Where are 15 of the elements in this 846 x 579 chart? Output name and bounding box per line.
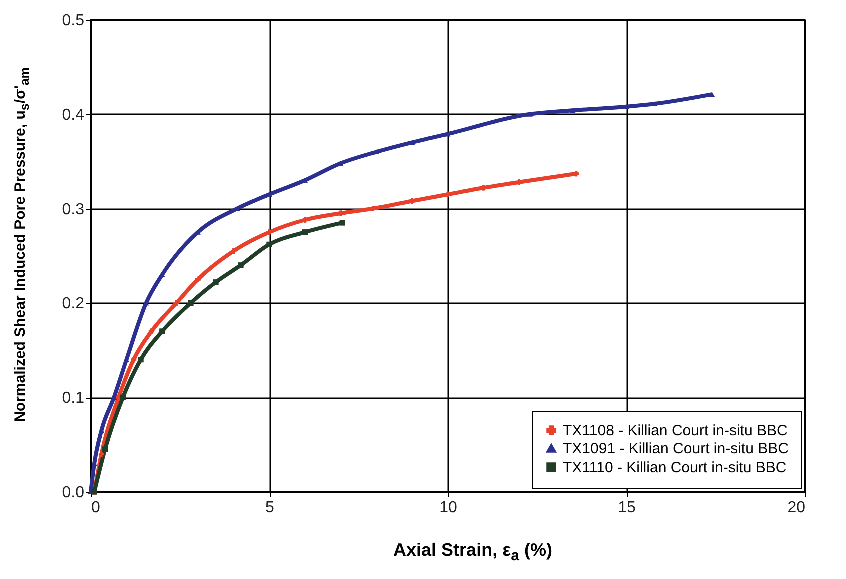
x-tick-label: 15 — [618, 500, 636, 516]
legend-label: TX1108 - Killian Court in-situ BBC — [563, 422, 788, 440]
y-tick-label: 0.2 — [62, 296, 85, 313]
x-axis-title: Axial Strain, ε$_{a}$ (%) — [392, 540, 554, 565]
x-tick-label: 10 — [440, 500, 458, 516]
x-tick-label: 5 — [266, 500, 275, 516]
y-tick-label: 0.1 — [62, 390, 85, 408]
y-tick-label: 0.4 — [62, 106, 85, 124]
legend-label: TX1110 - Killian Court in-situ BBC — [563, 460, 787, 476]
legend-label: TX1091 - Killian Court in-situ BBC — [563, 440, 790, 458]
x-tick-label: 0 — [92, 500, 100, 516]
x-tick-label: 20 — [788, 500, 806, 516]
y-tick-label: 0.0 — [62, 484, 85, 502]
y-tick-label: 0.5 — [62, 12, 85, 30]
y-tick-label: 0.3 — [62, 201, 85, 218]
